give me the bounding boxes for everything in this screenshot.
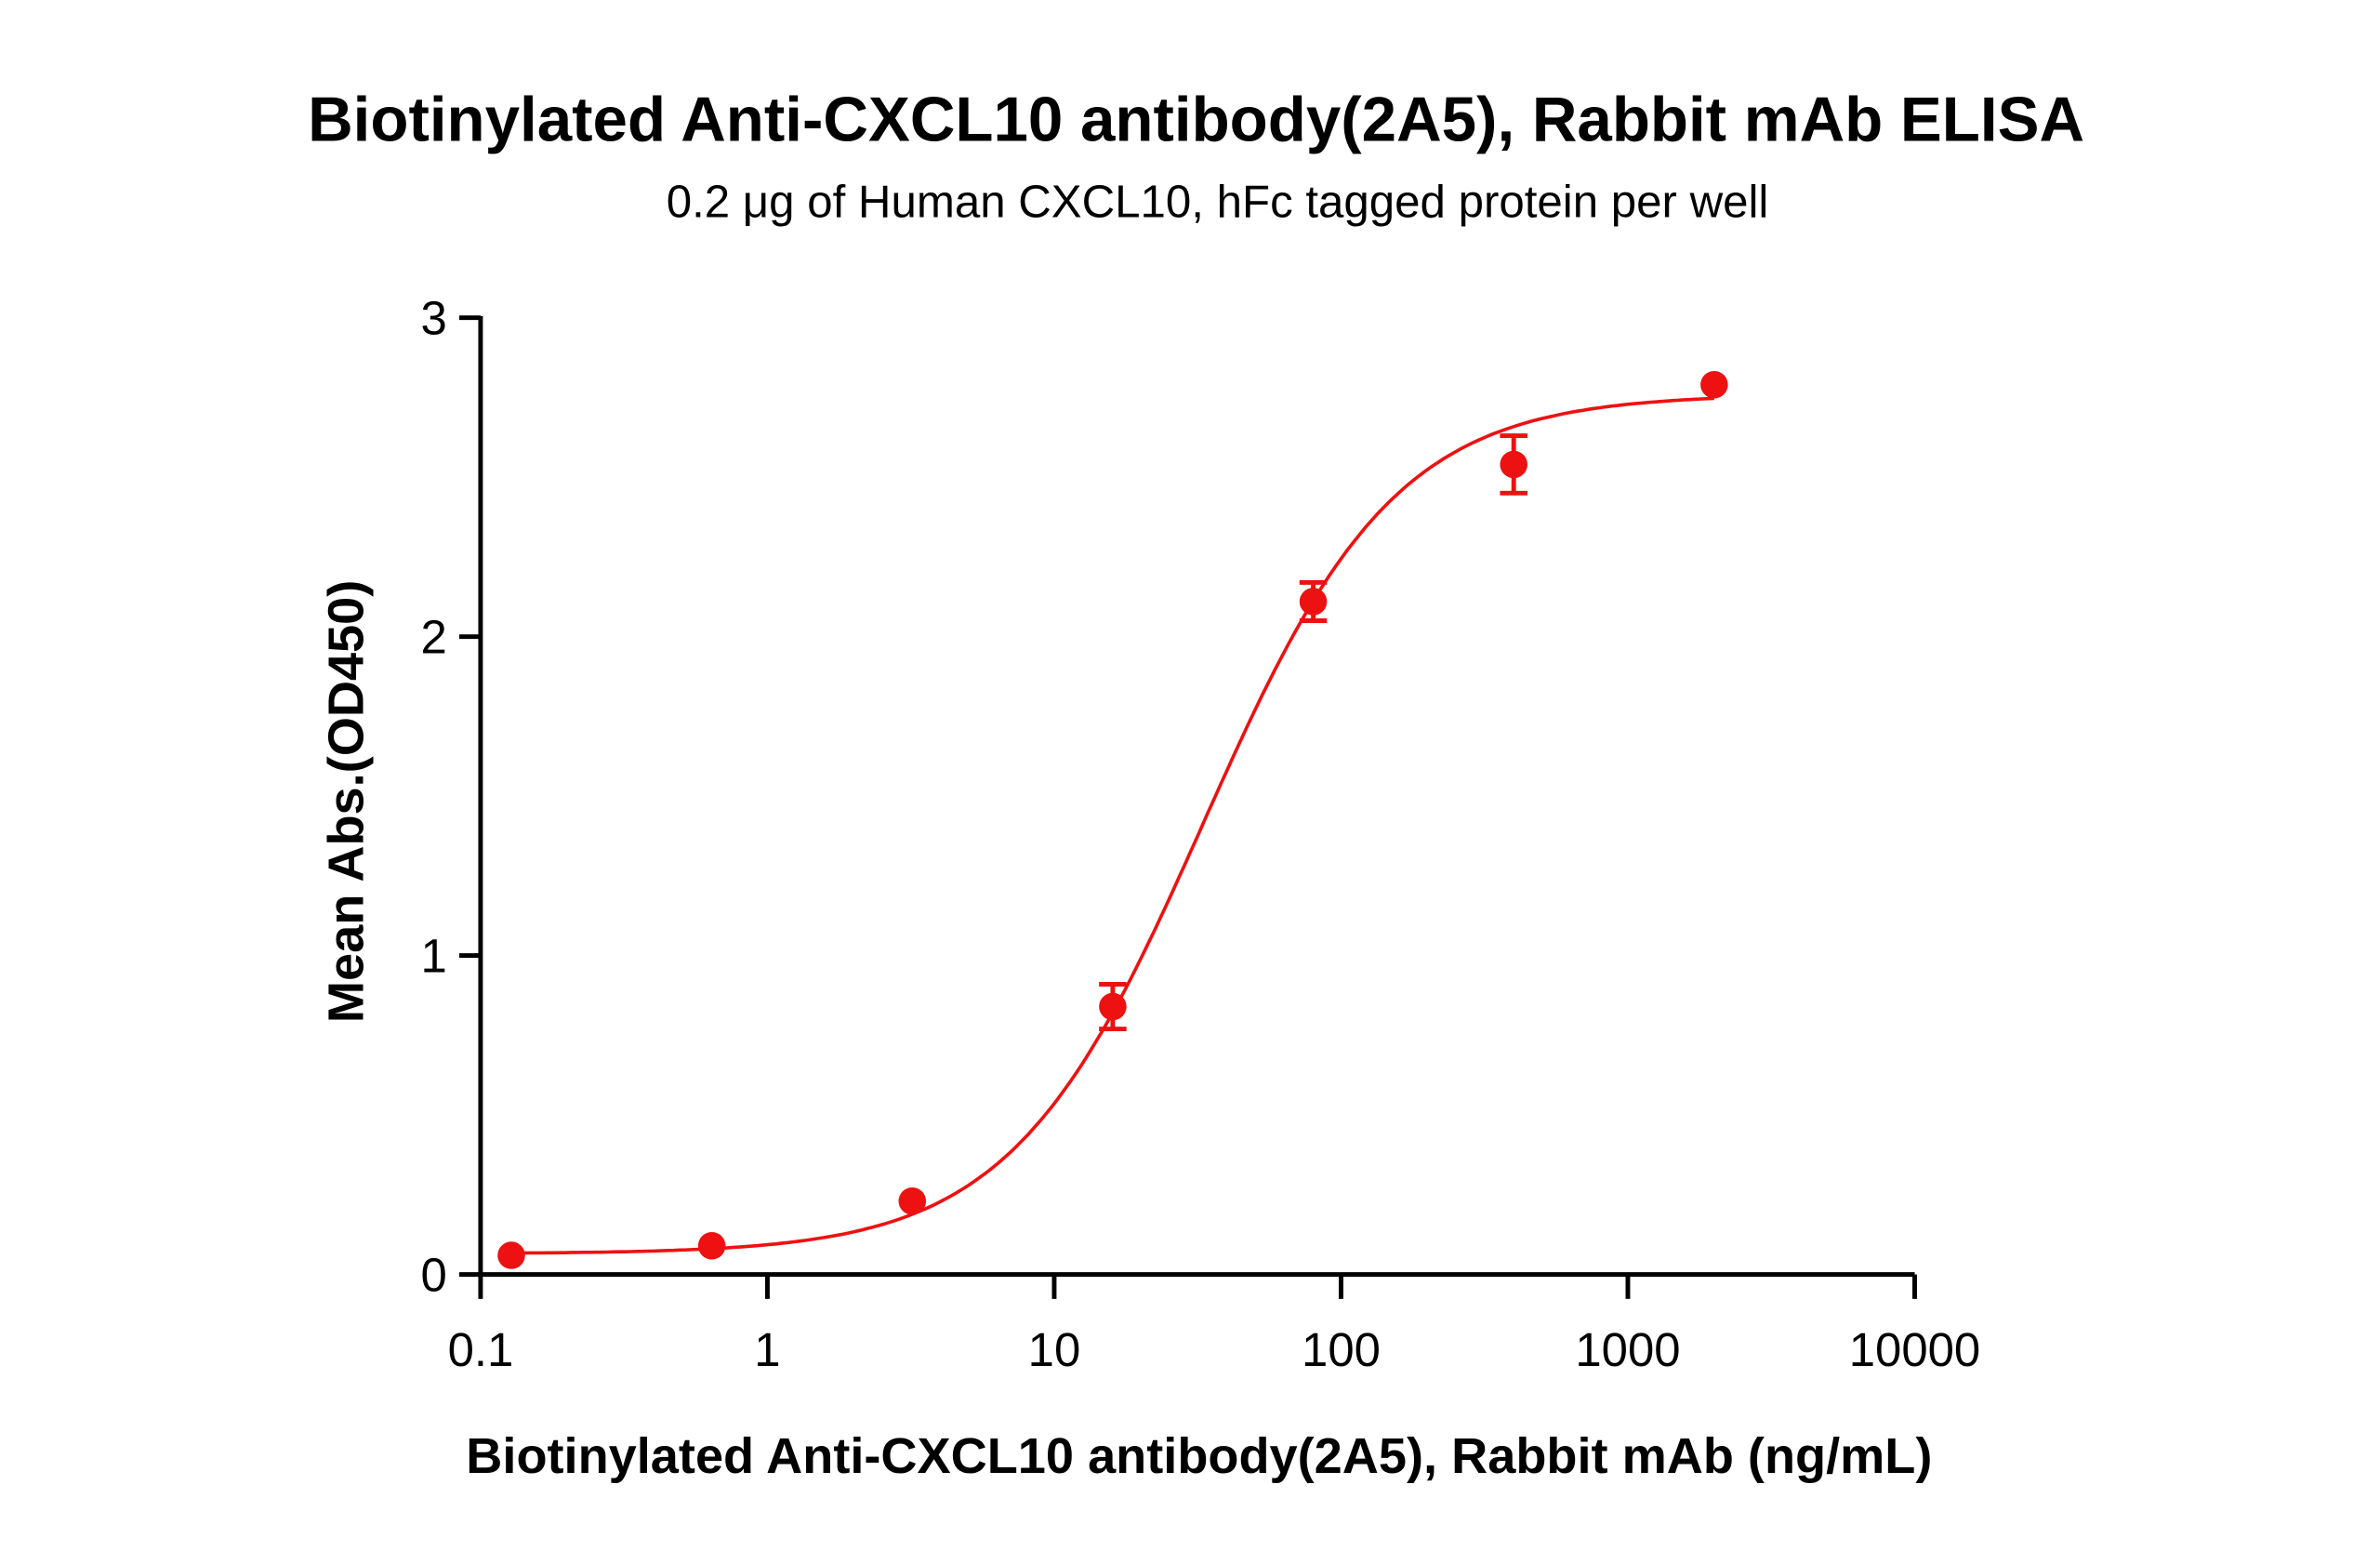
data-points bbox=[497, 370, 1728, 1269]
data-point bbox=[898, 1186, 927, 1215]
y-axis-label: Mean Abs.(OD450) bbox=[319, 580, 375, 1023]
y-tick-label: 0 bbox=[421, 1249, 447, 1302]
fit-curve bbox=[511, 396, 1714, 1255]
y-tick-label: 1 bbox=[421, 930, 447, 983]
data-point bbox=[497, 1241, 525, 1269]
x-tick-label: 1 bbox=[754, 1323, 780, 1376]
tick-labels: 0 1 2 3 0.1 1 10 100 1000 10000 bbox=[421, 292, 1981, 1376]
chart-title: Biotinylated Anti-CXCL10 antibody(2A5), … bbox=[308, 85, 2084, 154]
y-tick-label: 2 bbox=[421, 611, 447, 664]
x-tick-label: 10 bbox=[1028, 1323, 1081, 1376]
y-tick-label: 3 bbox=[421, 292, 447, 345]
x-tick-label: 100 bbox=[1302, 1323, 1381, 1376]
data-point bbox=[1099, 992, 1127, 1021]
chart-subtitle: 0.2 μg of Human CXCL10, hFc tagged prote… bbox=[667, 176, 1769, 227]
axes bbox=[458, 315, 1917, 1299]
data-point bbox=[697, 1231, 726, 1260]
x-tick-label: 1000 bbox=[1575, 1323, 1680, 1376]
x-tick-label: 0.1 bbox=[448, 1323, 514, 1376]
x-axis-label: Biotinylated Anti-CXCL10 antibody(2A5), … bbox=[466, 1428, 1932, 1484]
data-point bbox=[1299, 588, 1328, 616]
data-point bbox=[1500, 450, 1527, 479]
x-tick-label: 10000 bbox=[1849, 1323, 1980, 1376]
data-point bbox=[1700, 370, 1728, 399]
